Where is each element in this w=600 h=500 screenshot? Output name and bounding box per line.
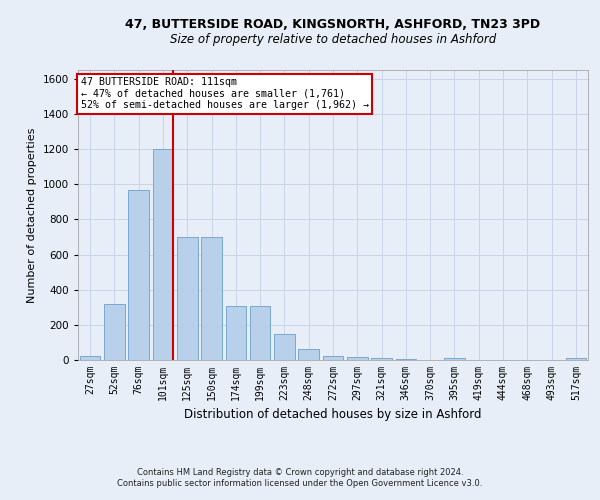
- Bar: [347, 358, 368, 360]
- Bar: [128, 190, 149, 360]
- Bar: [80, 356, 100, 360]
- Bar: [152, 149, 173, 360]
- Bar: [250, 306, 271, 360]
- Bar: [177, 237, 197, 360]
- Y-axis label: Number of detached properties: Number of detached properties: [27, 128, 37, 302]
- Text: Contains HM Land Registry data © Crown copyright and database right 2024.
Contai: Contains HM Land Registry data © Crown c…: [118, 468, 482, 487]
- Bar: [323, 356, 343, 360]
- Bar: [566, 358, 586, 360]
- Bar: [395, 359, 416, 360]
- Bar: [298, 348, 319, 360]
- Bar: [104, 304, 125, 360]
- Text: Size of property relative to detached houses in Ashford: Size of property relative to detached ho…: [170, 32, 496, 46]
- Bar: [226, 306, 246, 360]
- Bar: [201, 237, 222, 360]
- X-axis label: Distribution of detached houses by size in Ashford: Distribution of detached houses by size …: [184, 408, 482, 422]
- Bar: [274, 334, 295, 360]
- Text: 47 BUTTERSIDE ROAD: 111sqm
← 47% of detached houses are smaller (1,761)
52% of s: 47 BUTTERSIDE ROAD: 111sqm ← 47% of deta…: [80, 77, 368, 110]
- Bar: [444, 358, 465, 360]
- Bar: [371, 358, 392, 360]
- Text: 47, BUTTERSIDE ROAD, KINGSNORTH, ASHFORD, TN23 3PD: 47, BUTTERSIDE ROAD, KINGSNORTH, ASHFORD…: [125, 18, 541, 30]
